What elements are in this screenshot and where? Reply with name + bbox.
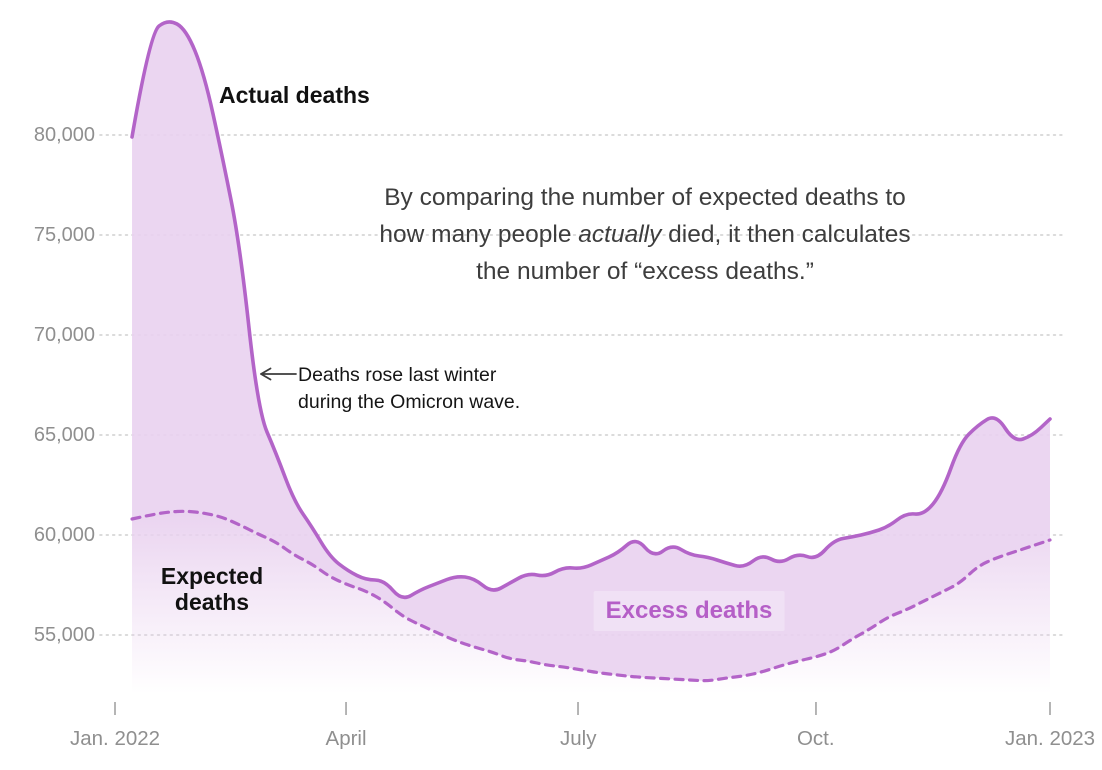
y-axis-label-55000: 55,000 — [33, 624, 95, 646]
x-axis-label-july: July — [560, 727, 597, 750]
x-axis-tick-marks — [114, 702, 1051, 715]
expected-deaths-label-line1: Expected — [160, 563, 264, 589]
explainer-paragraph: By comparing the number of expected deat… — [295, 179, 995, 290]
explainer-line2: how many people actually died, it then c… — [379, 221, 911, 248]
y-axis-label-75000: 75,000 — [33, 224, 95, 246]
expected-deaths-label-line2: deaths — [174, 589, 250, 615]
y-axis-label-60000: 60,000 — [33, 524, 95, 546]
y-axis-label-65000: 65,000 — [33, 424, 95, 446]
x-axis-label-april: April — [325, 727, 367, 750]
explainer-line1: By comparing the number of expected deat… — [384, 184, 906, 211]
omicron-callout-line1: Deaths rose last winter — [298, 364, 497, 386]
explainer-line3: the number of “excess deaths.” — [476, 258, 814, 285]
omicron-callout-line2: during the Omicron wave. — [298, 391, 521, 413]
expected-deaths-line — [130, 509, 1052, 683]
expected-deaths-fade-fill — [132, 511, 1050, 693]
x-axis-label-jan-2023: Jan. 2023 — [1005, 727, 1096, 750]
excess-deaths-label: Excess deaths — [593, 591, 785, 631]
y-axis-label-70000: 70,000 — [33, 324, 95, 346]
actual-deaths-line — [130, 20, 1052, 600]
x-axis-label-jan-2022: Jan. 2022 — [70, 727, 161, 750]
expected-deaths-label: Expected deaths — [161, 563, 263, 615]
actual-deaths-label: Actual deaths — [219, 82, 370, 108]
x-axis-label-oct-: Oct. — [796, 727, 835, 750]
omicron-callout: Deaths rose last winter during the Omicr… — [298, 362, 520, 416]
left-arrow-glyph — [260, 367, 297, 381]
left-arrow-icon — [260, 367, 297, 381]
y-axis-label-80000: 80,000 — [33, 124, 95, 146]
